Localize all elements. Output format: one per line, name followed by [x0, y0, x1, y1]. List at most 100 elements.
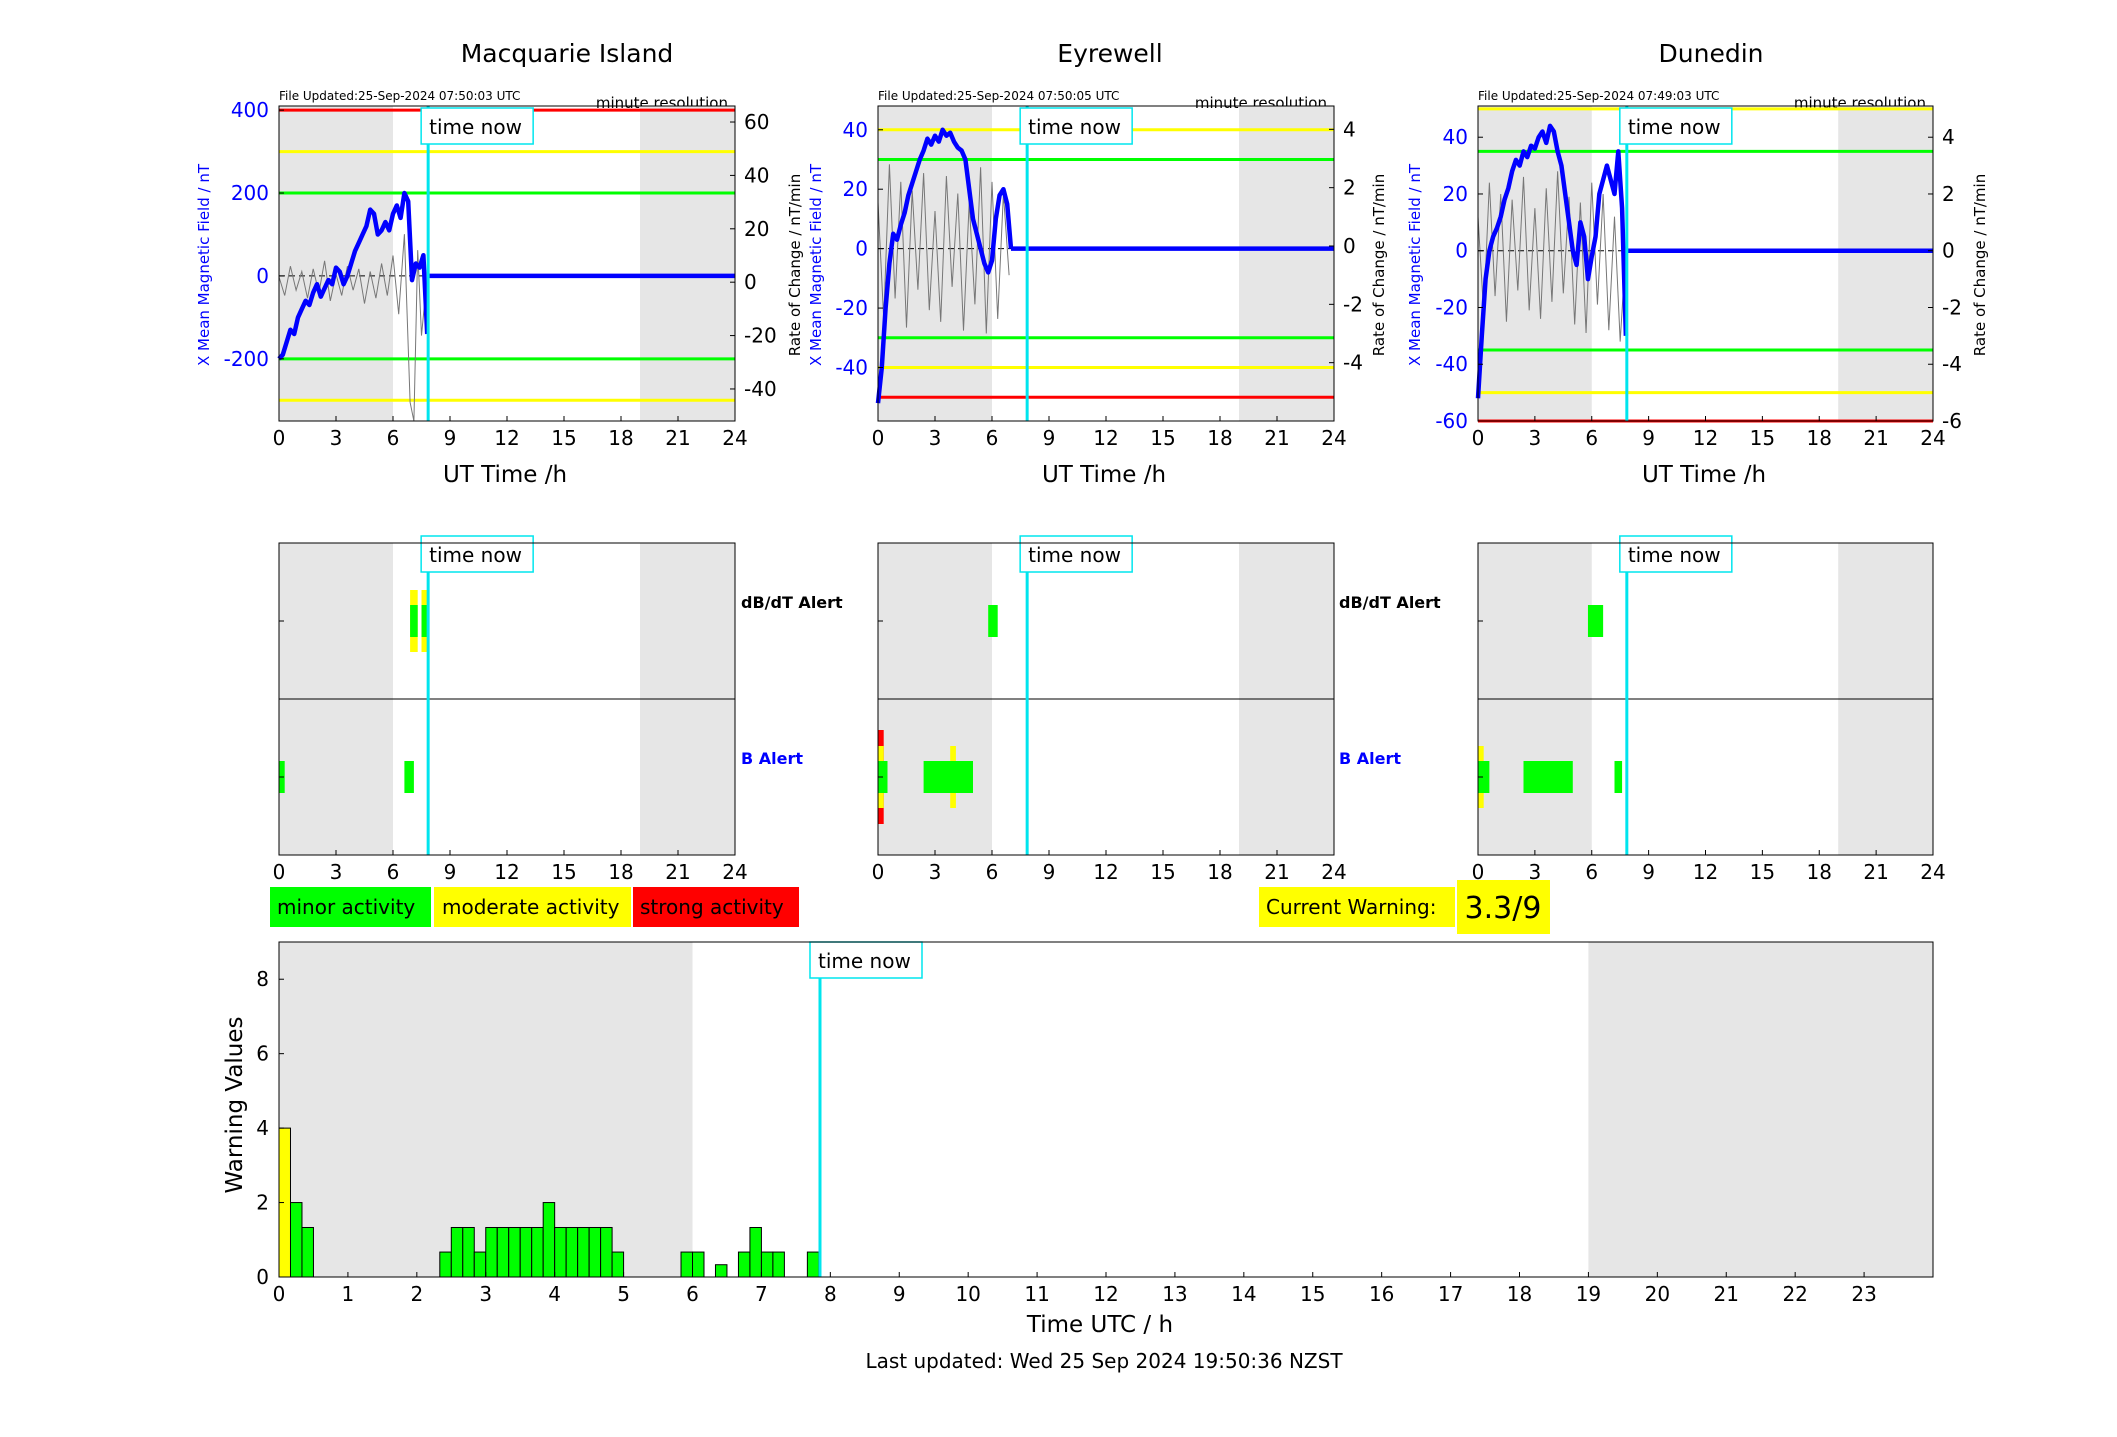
x-tick-label: 3 [330, 860, 343, 884]
x-tick-label: 18 [1807, 860, 1832, 884]
y-left-tick-label: -20 [1435, 295, 1468, 319]
x-tick-label: 0 [1472, 426, 1485, 450]
y-tick-label: 2 [256, 1191, 269, 1215]
x-tick-label: 2 [410, 1282, 423, 1306]
warning-bar [577, 1226, 590, 1278]
x-tick-label: 15 [1150, 860, 1175, 884]
b-alert-minor-block [923, 761, 973, 793]
xlabel-eyrewell: UT Time /h [1042, 462, 1166, 488]
x-tick-label: 21 [665, 426, 690, 450]
station-title-dunedin: Dunedin [1659, 39, 1764, 68]
x-tick-label: 3 [479, 1282, 492, 1306]
y-left-tick-label: 0 [855, 237, 868, 261]
time-now-label: time now [429, 115, 522, 139]
time-now-box [420, 107, 534, 145]
current-warning: Current Warning: 3.3/9 [1259, 880, 1550, 934]
rate-of-change-series [877, 164, 1010, 334]
y-left-tick-label: 0 [1455, 239, 1468, 263]
x-tick-label: 21 [1863, 860, 1888, 884]
rate-of-change-series [1477, 171, 1625, 342]
x-tick-label: 12 [1093, 426, 1118, 450]
x-tick-label: 15 [1750, 426, 1775, 450]
ylabel-right-dunedin: Rate of Change / nT/min [1971, 174, 1989, 356]
night-shade [640, 106, 735, 421]
b-alert-minor-block [1523, 761, 1573, 793]
x-tick-label: 6 [686, 1282, 699, 1306]
x-tick-label: 21 [1264, 860, 1289, 884]
legend-moderate-swatch [434, 887, 631, 927]
x-tick-label: 13 [1162, 1282, 1187, 1306]
night-shade [1239, 106, 1334, 421]
x-tick-label: 15 [1300, 1282, 1325, 1306]
x-tick-label: 12 [1693, 426, 1718, 450]
current-warning-value-box [1457, 880, 1550, 934]
ylabel-right-macquarie: Rate of Change / nT/min [786, 174, 804, 356]
x-tick-label: 21 [1264, 426, 1289, 450]
alert-dbdt-label-macquarie: dB/dT Alert [741, 593, 843, 612]
x-tick-label: 6 [387, 860, 400, 884]
x-tick-label: 21 [1714, 1282, 1739, 1306]
last-updated: Last updated: Wed 25 Sep 2024 19:50:36 N… [865, 1349, 1343, 1373]
legend-minor-label: minor activity [277, 895, 415, 919]
time-now-label: time now [429, 543, 522, 567]
time-now-box [1019, 535, 1133, 573]
x-tick-label: 0 [872, 426, 885, 450]
x-tick-label: 18 [1207, 426, 1232, 450]
x-tick-label: 12 [1093, 860, 1118, 884]
b-alert-minor-block [1614, 761, 1623, 793]
x-tick-label: 18 [1807, 426, 1832, 450]
x-tick-label: 1 [342, 1282, 355, 1306]
alert-b-label-macquarie: B Alert [741, 749, 803, 768]
dbdt-alert-minor-block [988, 605, 998, 637]
x-tick-label: 11 [1024, 1282, 1049, 1306]
warning-bar [680, 1251, 694, 1278]
y-left-tick-label: -200 [224, 347, 269, 371]
x-tick-label: 18 [1207, 860, 1232, 884]
b-alert-minor-block [1478, 761, 1490, 793]
warning-bar [473, 1251, 487, 1278]
warning-bar [485, 1226, 498, 1278]
x-tick-label: 24 [1321, 426, 1346, 450]
x-tick-label: 0 [273, 860, 286, 884]
y-tick-label: 4 [256, 1116, 269, 1140]
alert-plot-macquarie: time now 0 3 6 9 12 15 18 21 24 [273, 535, 748, 884]
x-tick-label: 15 [1750, 860, 1775, 884]
x-tick-label: 12 [494, 426, 519, 450]
y-right-tick-label: 4 [1942, 125, 1955, 149]
y-right-tick-label: -6 [1942, 409, 1962, 433]
warning-bar [450, 1226, 464, 1278]
x-tick-label: 24 [1920, 860, 1945, 884]
x-tick-label: 12 [1093, 1282, 1118, 1306]
x-tick-label: 21 [665, 860, 690, 884]
y-tick-label: 6 [256, 1042, 269, 1066]
time-now-box [1619, 535, 1733, 573]
time-now-box [1019, 107, 1133, 145]
x-tick-label: 9 [1043, 860, 1056, 884]
time-now-box [1619, 107, 1733, 145]
x-field-series [875, 127, 1014, 404]
y-right-tick-label: 0 [744, 270, 757, 294]
time-now-label: time now [818, 949, 911, 973]
alert-dbdt-label-dunedin: dB/dT Alert [1339, 593, 1441, 612]
warning-bar [600, 1226, 613, 1278]
x-tick-label: 8 [824, 1282, 837, 1306]
file-updated-eyrewell: File Updated:25-Sep-2024 07:50:05 UTC [878, 89, 1119, 103]
y-left-tick-label: 200 [231, 181, 269, 205]
b-alert-minor-block [404, 761, 414, 793]
x-tick-label: 15 [551, 860, 576, 884]
x-tick-label: 18 [608, 860, 633, 884]
warning-bar [760, 1251, 774, 1278]
alert-plot-eyrewell: time now 0 3 6 9 12 15 18 21 24 [872, 535, 1347, 884]
y-left-tick-label: 0 [256, 264, 269, 288]
x-tick-label: 10 [955, 1282, 980, 1306]
x-tick-label: 7 [755, 1282, 768, 1306]
warning-bar [714, 1264, 728, 1278]
x-tick-label: 18 [1507, 1282, 1532, 1306]
legend-strong-label: strong activity [640, 895, 784, 919]
x-tick-label: 18 [608, 426, 633, 450]
warning-bar [301, 1226, 314, 1278]
